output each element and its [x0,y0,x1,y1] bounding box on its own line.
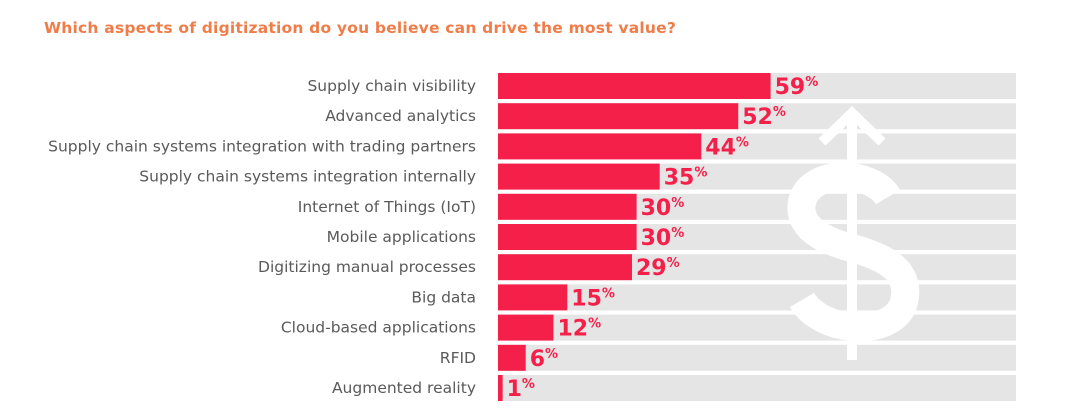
value-label-cloud-based-applications: 12% [557,317,601,342]
value-labels: 59%52%44%35%30%30%29%15%12%6%1% [507,75,819,402]
percent-sign: % [671,226,684,241]
bar-big-data [498,284,568,311]
value-number: 1 [507,377,522,402]
value-label-supply-chain-systems-integration-internally: 35% [664,166,708,191]
bar-track-big-data [498,284,1016,311]
value-number: 29 [636,256,667,281]
category-label-big-data: Big data [411,288,476,306]
category-label-cloud-based-applications: Cloud-based applications [281,319,476,337]
bar-internet-of-things-iot [498,193,637,220]
bar-supply-chain-visibility [498,73,771,99]
bar-mobile-applications [498,224,637,250]
category-label-internet-of-things-iot: Internet of Things (IoT) [298,198,476,216]
bar-augmented-reality [498,375,503,401]
percent-sign: % [736,135,749,150]
value-number: 6 [530,347,545,372]
value-number: 15 [571,286,602,311]
category-label-advanced-analytics: Advanced analytics [325,107,476,125]
category-label-supply-chain-systems-integration-with-trading-partners: Supply chain systems integration with tr… [48,137,476,155]
bar-cloud-based-applications [498,314,554,341]
category-label-digitizing-manual-processes: Digitizing manual processes [258,258,476,276]
chart-title: Which aspects of digitization do you bel… [44,19,677,37]
category-label-rfid: RFID [440,349,476,367]
bars [498,73,771,401]
percent-sign: % [545,347,558,362]
value-label-augmented-reality: 1% [507,377,535,402]
value-number: 52 [742,105,773,130]
value-label-rfid: 6% [530,347,558,372]
category-labels: Supply chain visibility Advanced analytic… [48,77,476,397]
dollar-arrow-icon [787,106,920,360]
bar-digitizing-manual-processes [498,254,632,281]
value-number: 30 [641,196,672,221]
value-label-big-data: 15% [571,286,615,311]
value-number: 59 [775,75,806,100]
value-label-internet-of-things-iot: 30% [641,196,685,221]
value-label-supply-chain-visibility: 59% [775,75,819,100]
percent-sign: % [667,256,680,271]
bar-supply-chain-systems-integration-internally [498,163,660,190]
category-label-supply-chain-systems-integration-internally: Supply chain systems integration interna… [139,168,476,186]
percent-sign: % [773,105,786,120]
value-label-mobile-applications: 30% [641,226,685,251]
value-number: 35 [664,166,695,191]
value-number: 44 [705,135,736,160]
bar-track-rfid [498,344,1016,371]
percent-sign: % [805,75,818,90]
bar-track-cloud-based-applications [498,314,1016,341]
value-number: 12 [557,317,588,342]
percent-sign: % [694,166,707,181]
category-label-supply-chain-visibility: Supply chain visibility [307,77,476,95]
category-label-augmented-reality: Augmented reality [332,379,476,397]
value-number: 30 [641,226,672,251]
category-label-mobile-applications: Mobile applications [327,228,476,246]
bar-supply-chain-systems-integration-with-trading-partners [498,133,702,160]
percent-sign: % [602,286,615,301]
bar-rfid [498,344,526,371]
percent-sign: % [588,317,601,332]
percent-sign: % [671,196,684,211]
bar-advanced-analytics [498,103,739,130]
percent-sign: % [522,377,535,392]
value-label-supply-chain-systems-integration-with-trading-partners: 44% [705,135,749,160]
bar-track-augmented-reality [498,375,1016,401]
value-label-advanced-analytics: 52% [742,105,786,130]
value-label-digitizing-manual-processes: 29% [636,256,680,281]
